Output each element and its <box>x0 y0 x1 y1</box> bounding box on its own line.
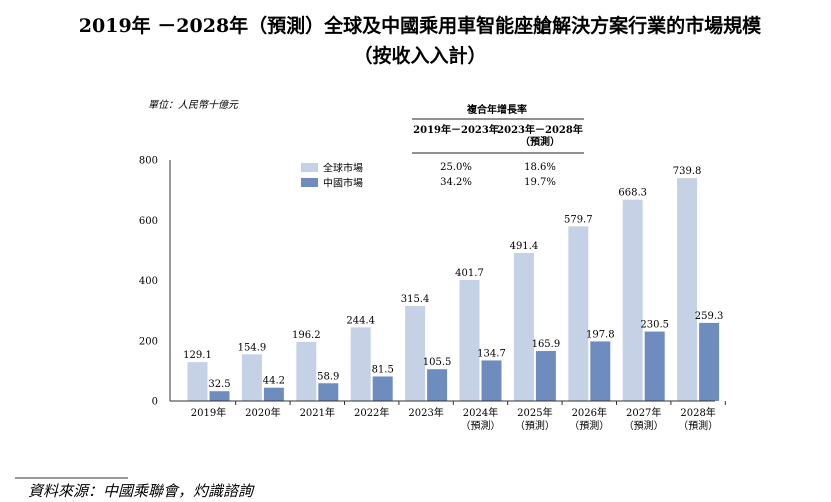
cagr-value: 25.0% <box>440 162 472 173</box>
x-tick-label: （預測） <box>515 419 555 432</box>
bar-value-label: 196.2 <box>292 330 321 341</box>
bar-global <box>622 199 643 401</box>
bar-value-label: 401.7 <box>455 268 484 279</box>
cagr-value: 34.2% <box>440 177 472 188</box>
unit-label: 單位：人民幣十億元 <box>148 99 239 111</box>
legend-label: 全球市場 <box>323 162 363 175</box>
legend-swatch <box>301 178 318 187</box>
bar-global <box>350 327 371 401</box>
bar-value-label: 105.5 <box>423 357 452 368</box>
bar-global <box>405 305 426 401</box>
bar-global <box>677 178 698 401</box>
x-tick-label: 2027年 <box>626 406 661 419</box>
bar-value-label: 579.7 <box>564 214 593 225</box>
chart-title: 2019年 －2028年（預測）全球及中國乘用車智能座艙解決方案行業的市場規模 <box>79 14 762 37</box>
y-tick-label: 400 <box>139 276 158 287</box>
x-tick-label: 2019年 <box>191 406 226 419</box>
bars: 129.1 32.5 154.9 44.2 196.2 58.9 244.4 81.5 315.… <box>183 166 723 401</box>
y-tick-label: 600 <box>139 216 158 227</box>
y-tick-label: 0 <box>152 397 158 408</box>
source-note: 資料來源：中國乘聯會，灼識諮詢 <box>28 482 255 500</box>
x-tick-label: 2023年 <box>408 406 443 419</box>
bar-value-label: 197.8 <box>586 329 615 340</box>
x-tick-label: 2021年 <box>300 406 335 419</box>
bar-value-label: 129.1 <box>183 350 212 361</box>
x-tick-label: 2022年 <box>354 406 389 419</box>
bar-china <box>318 383 339 401</box>
cagr-table-header: 複合年增長率 <box>466 103 527 116</box>
x-tick-label: 2020年 <box>245 406 280 419</box>
bar-global <box>187 362 208 401</box>
bar-value-label: 44.2 <box>263 376 285 387</box>
x-tick-label: 2024年 <box>463 406 498 419</box>
cagr-column-header: 2019年－2023年 <box>413 123 499 136</box>
bar-value-label: 244.4 <box>346 315 375 326</box>
x-tick-label: 2026年 <box>572 406 607 419</box>
bar-china <box>372 376 393 401</box>
legend-label: 中國市場 <box>323 177 363 190</box>
legend-swatch <box>301 163 318 172</box>
bar-china <box>590 341 611 401</box>
x-tick-label: （預測） <box>569 419 609 432</box>
y-tick-label: 200 <box>139 336 158 347</box>
bar-value-label: 81.5 <box>372 364 394 375</box>
bar-china <box>535 351 556 401</box>
x-tick-label: 2028年 <box>680 406 715 419</box>
chart-subtitle: （按收入入計） <box>353 44 486 67</box>
bar-china <box>699 322 720 401</box>
cagr-value: 19.7% <box>524 177 556 188</box>
bar-global <box>568 226 589 401</box>
x-axis: 2019年 2020年 2021年 2022年 2023年 2024年（預測）2025年（… <box>170 400 726 432</box>
bar-value-label: 739.8 <box>673 166 702 177</box>
cagr-column-header: （預測） <box>520 135 560 148</box>
bar-value-label: 230.5 <box>640 320 669 331</box>
x-tick-label: （預測） <box>624 419 664 432</box>
bar-value-label: 259.3 <box>695 311 724 322</box>
x-tick-label: （預測） <box>678 419 718 432</box>
y-tick-label: 800 <box>139 156 158 167</box>
bar-china <box>481 360 502 401</box>
cagr-value: 18.6% <box>524 162 556 173</box>
bar-value-label: 165.9 <box>532 339 561 350</box>
bar-global <box>241 354 262 401</box>
bar-china <box>263 387 284 401</box>
bar-china <box>427 369 448 401</box>
cagr-column-header: 2023年－2028年 <box>497 123 583 136</box>
bar-value-label: 134.7 <box>477 348 506 359</box>
bar-value-label: 668.3 <box>618 188 647 199</box>
bar-value-label: 32.5 <box>208 379 230 390</box>
bar-global <box>296 341 317 401</box>
x-tick-label: （預測） <box>461 419 501 432</box>
bar-value-label: 315.4 <box>401 294 430 305</box>
bar-value-label: 58.9 <box>317 371 339 382</box>
bar-global <box>513 252 534 401</box>
bar-global <box>459 279 480 401</box>
y-axis: 0 200 400 600 800 <box>139 156 171 408</box>
bar-value-label: 491.4 <box>510 241 539 252</box>
bar-china <box>644 331 665 401</box>
x-tick-label: 2025年 <box>517 406 552 419</box>
bar-value-label: 154.9 <box>238 342 267 353</box>
bar-china <box>209 391 230 401</box>
